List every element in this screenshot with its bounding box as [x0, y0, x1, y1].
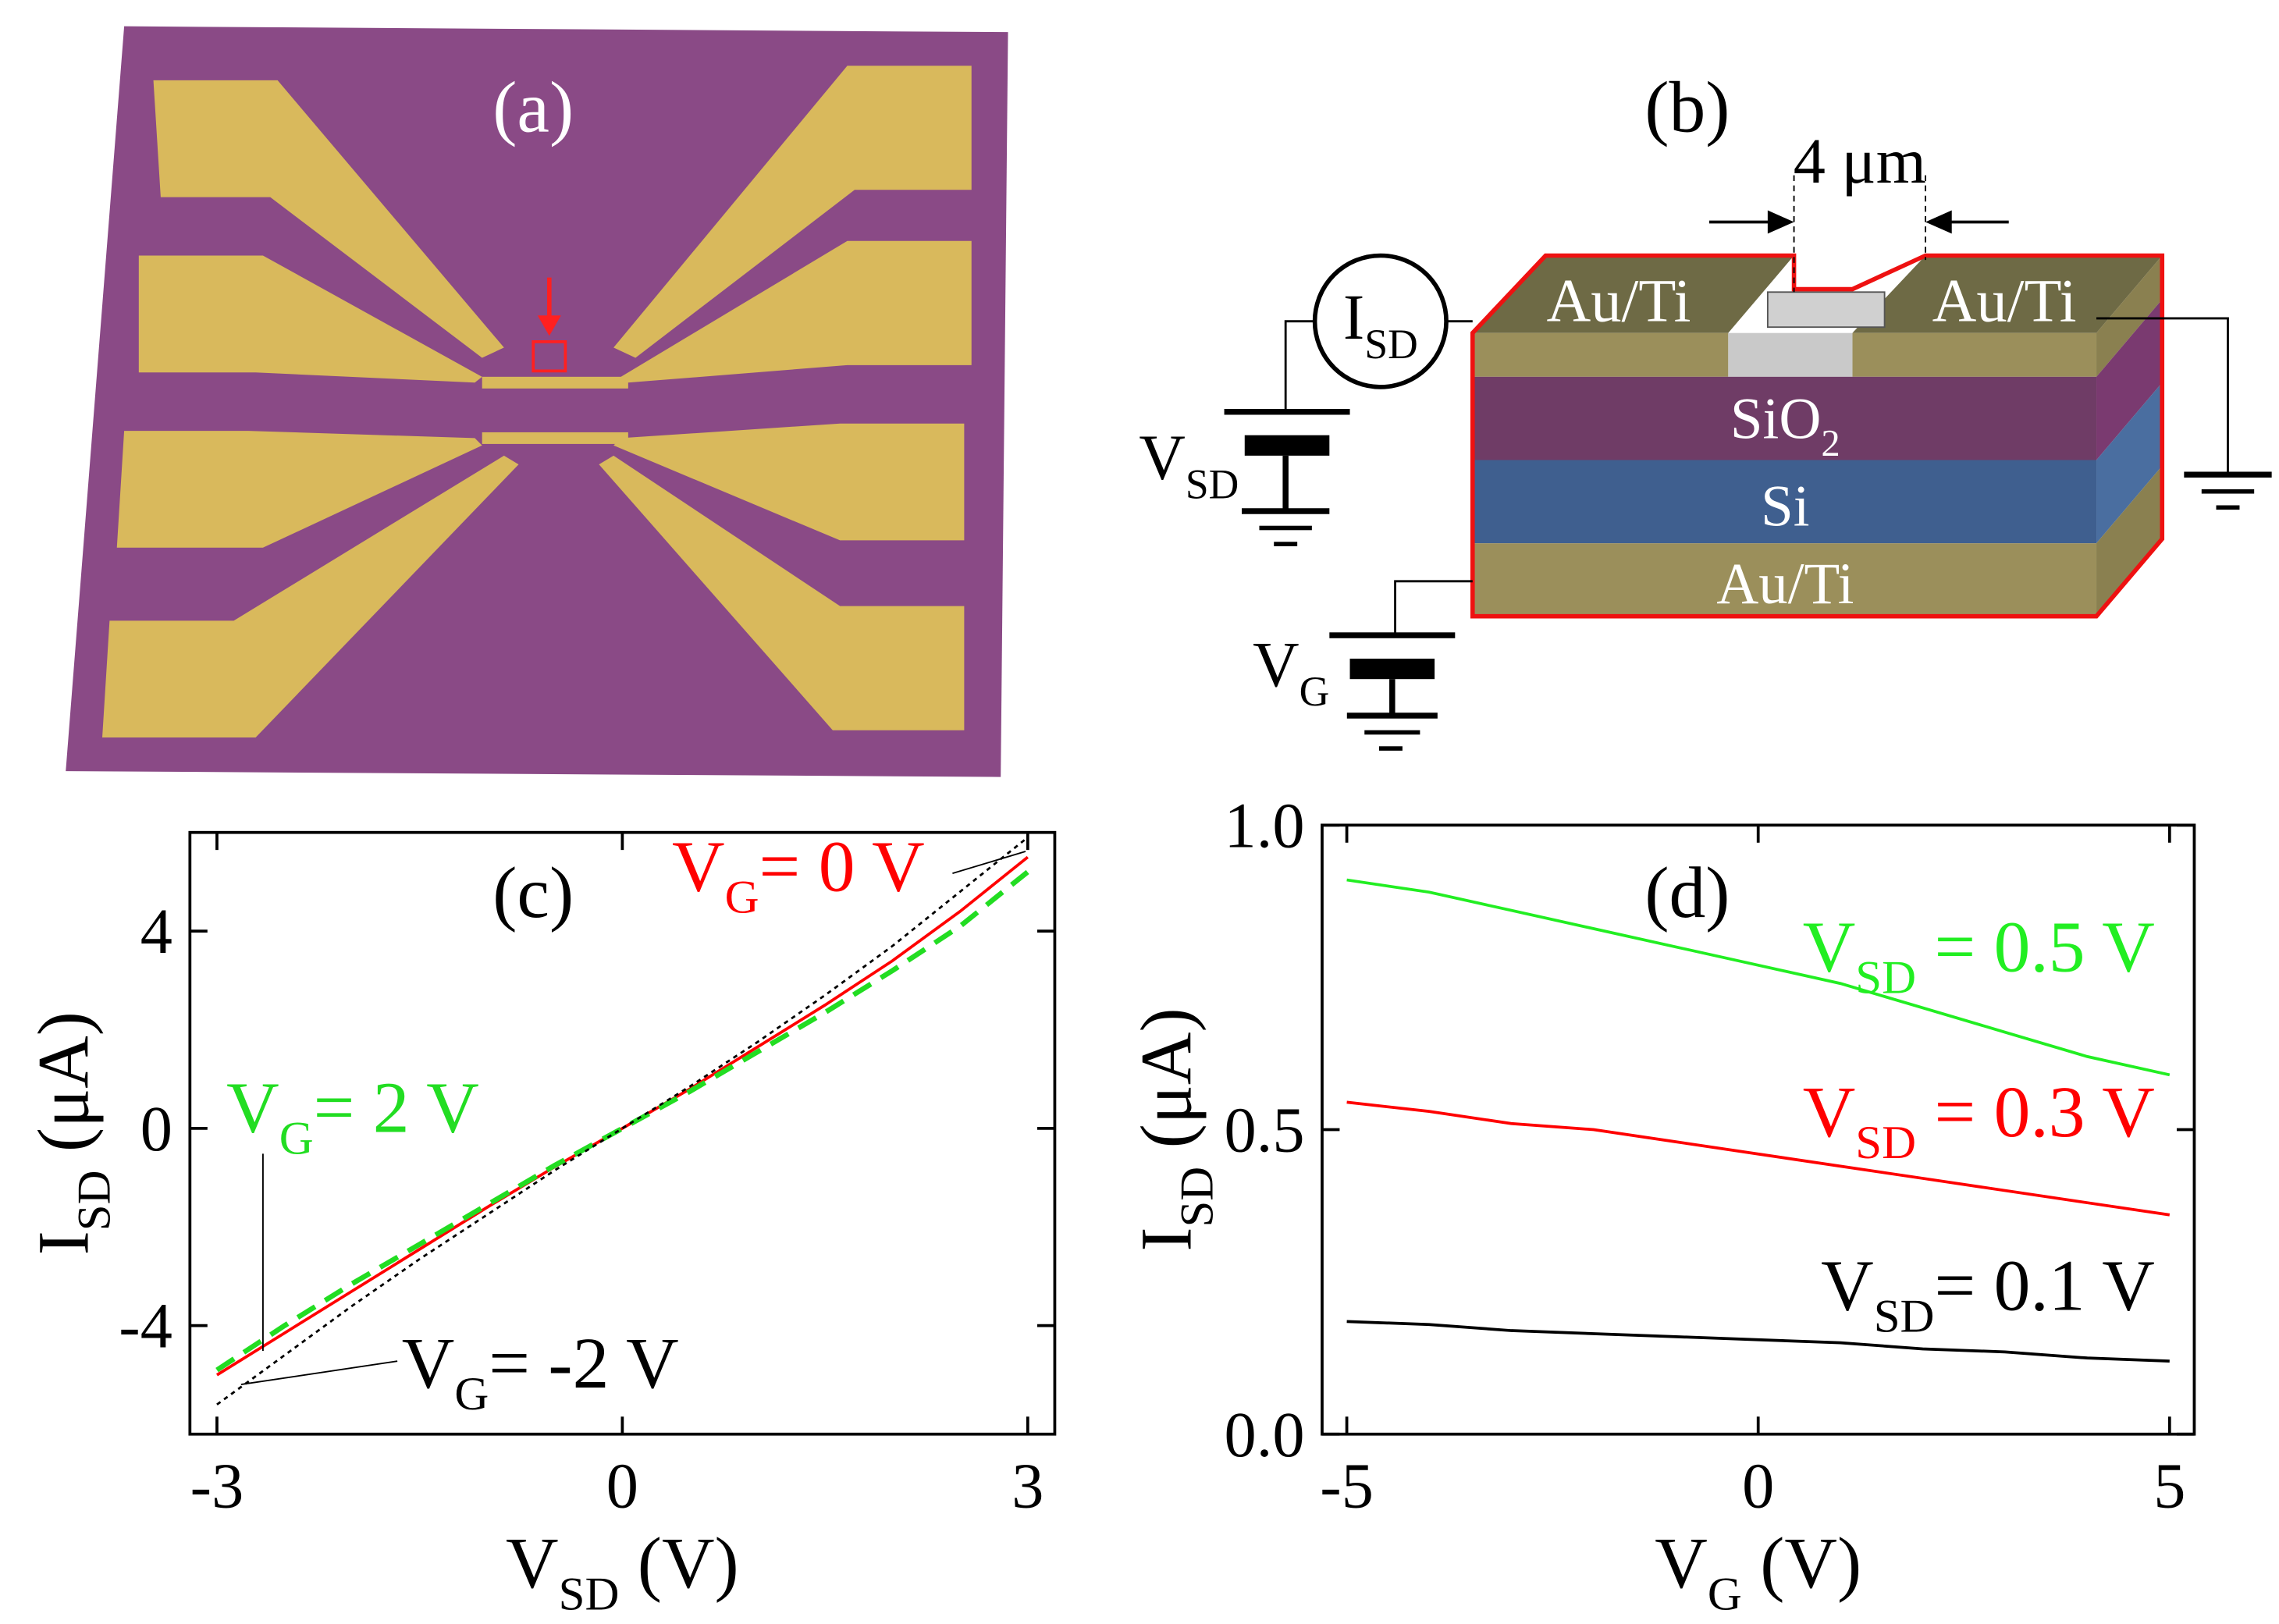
leader-line — [240, 1360, 398, 1386]
series-label-part: V — [1803, 1072, 1856, 1153]
series-label-part: SD — [1855, 1117, 1916, 1169]
x-tick-label: 5 — [2153, 1450, 2185, 1521]
voltage-label-part: SD — [1186, 461, 1239, 508]
series-label: VSD= 0.1 V — [1821, 1246, 2155, 1343]
layer-label: Au/Ti — [1716, 552, 1854, 617]
voltage-label-part: G — [1299, 668, 1330, 715]
x-axis-label-part: V — [1655, 1523, 1708, 1604]
y-axis-label-part: (μA) — [1127, 1007, 1207, 1166]
layer-label: Au/Ti — [1932, 268, 2077, 336]
x-axis-label-part: (V) — [1742, 1523, 1861, 1604]
data-line — [1346, 1320, 2170, 1363]
x-tick-label: 0 — [1742, 1450, 1774, 1521]
meter-label-part: SD — [1364, 321, 1417, 368]
meter-label-part: I — [1343, 282, 1364, 353]
series-label-part: G — [279, 1112, 314, 1164]
y-axis-label-part: I — [23, 1231, 104, 1255]
voltage-label: VG — [1253, 630, 1329, 716]
x-tick-label: 3 — [1012, 1450, 1044, 1521]
series-label-part: V — [672, 827, 725, 908]
leader-line — [952, 851, 1026, 874]
panel-label: (b) — [1644, 67, 1730, 147]
panel-label: (a) — [492, 67, 574, 147]
y-tick-label: 0 — [140, 1093, 172, 1164]
device-schematic: (b) 4 μm Au/Ti Au/Ti Si Au/Ti — [1224, 67, 2272, 751]
series-label: VSD = 0.5 V — [1803, 907, 2155, 1004]
y-axis-label-part: SD — [1171, 1167, 1224, 1228]
layer-label: Au/Ti — [1546, 268, 1691, 336]
data-line — [215, 855, 1029, 1377]
series-label-part: G — [454, 1368, 489, 1420]
x-axis-label-part: G — [1708, 1568, 1742, 1620]
series-label: VG= 0 V — [672, 827, 925, 924]
series-label-part: = 0.3 V — [1916, 1072, 2155, 1153]
y-axis-label-part: I — [1127, 1228, 1207, 1252]
series-label-part: = -2 V — [489, 1324, 678, 1404]
data-line — [215, 869, 1029, 1373]
meter-label: ISD — [1343, 282, 1418, 368]
x-axis-label-part: V — [506, 1523, 559, 1604]
series-label-part: G — [725, 872, 759, 924]
series-label-part: V — [226, 1068, 279, 1148]
y-tick-label: 1.0 — [1225, 790, 1305, 861]
series-label-part: SD — [1874, 1291, 1935, 1343]
y-axis-label-part: SD — [68, 1170, 120, 1231]
gap-label: 4 μm — [1794, 126, 1926, 197]
x-axis-label-part: SD — [559, 1568, 620, 1620]
series-label: VSD = 0.3 V — [1803, 1072, 2155, 1169]
layer-label-part: 2 — [1821, 422, 1840, 464]
x-axis-label: VG (V) — [1655, 1523, 1861, 1620]
x-tick-label: -3 — [190, 1450, 244, 1521]
series-label-part: SD — [1855, 952, 1916, 1004]
series-label-part: V — [1803, 907, 1856, 987]
panel-label: (d) — [1644, 853, 1730, 933]
data-line — [1346, 1100, 2171, 1217]
y-axis-label-part: (μA) — [23, 1011, 104, 1170]
y-tick-label: 0.5 — [1225, 1095, 1305, 1166]
y-tick-label: -4 — [119, 1291, 172, 1362]
y-axis-label: ISD (μA) — [23, 1011, 120, 1255]
series-label-part: = 0 V — [759, 827, 925, 908]
voltage-label-part: V — [1139, 422, 1185, 493]
series-label-part: = 0.5 V — [1916, 907, 2155, 987]
series-label: VG= -2 V — [402, 1324, 679, 1420]
data-line — [216, 836, 1029, 1405]
series-label-part: = 0.1 V — [1934, 1246, 2154, 1327]
voltage-label: VSD — [1139, 422, 1239, 508]
x-axis-label-part: (V) — [619, 1523, 738, 1604]
y-tick-label: 0.0 — [1225, 1399, 1305, 1470]
voltage-label-part: V — [1253, 630, 1299, 701]
layer-label: Si — [1761, 474, 1809, 539]
layer-label: SiO2 — [1730, 386, 1840, 464]
panel-label: (c) — [492, 853, 574, 933]
layer-label-part: SiO — [1730, 386, 1822, 451]
x-tick-label: 0 — [606, 1450, 638, 1521]
series-label-part: V — [1821, 1246, 1874, 1327]
data-line — [1346, 878, 2171, 1077]
series-label-part: = 2 V — [314, 1068, 479, 1148]
x-axis-label: VSD (V) — [506, 1523, 739, 1620]
series-label-part: V — [402, 1324, 455, 1404]
x-tick-label: -5 — [1320, 1450, 1374, 1521]
series-label: VG= 2 V — [226, 1068, 479, 1164]
y-tick-label: 4 — [140, 896, 172, 967]
y-axis-label: ISD (μA) — [1127, 1007, 1224, 1251]
device-photo: (a) — [66, 26, 1008, 777]
